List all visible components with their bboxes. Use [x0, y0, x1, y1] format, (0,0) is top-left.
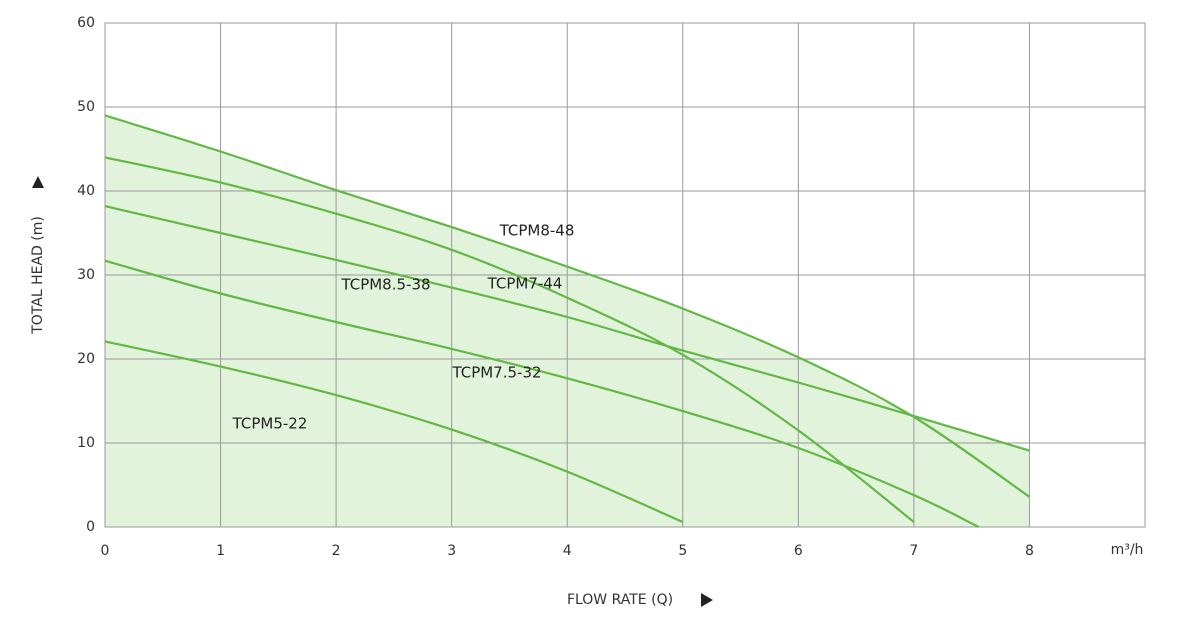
curve-label: TCPM8.5-38 — [340, 276, 430, 294]
x-tick-label: 7 — [909, 543, 918, 559]
x-tick-label: 0 — [101, 543, 110, 559]
curve — [104, 259, 980, 528]
plot-frame — [104, 22, 1146, 528]
y-tick-label: 20 — [77, 351, 95, 367]
x-axis-label: FLOW RATE (Q) — [567, 592, 673, 608]
y-axis-arrow — [32, 176, 44, 188]
y-tick-label: 30 — [77, 267, 95, 283]
y-tick-label: 0 — [86, 519, 95, 535]
y-tick-label: 50 — [77, 99, 95, 115]
y-tick-label: 60 — [77, 15, 95, 31]
curve — [104, 156, 915, 523]
curve-label: TCPM7.5-32 — [451, 364, 541, 382]
grid-layer — [104, 22, 1146, 528]
x-axis-arrow — [701, 593, 713, 607]
curve — [104, 114, 1031, 498]
x-tick-label: 3 — [447, 543, 456, 559]
x-tick-label: 5 — [678, 543, 687, 559]
x-tick-label: 6 — [794, 543, 803, 559]
y-axis-label: TOTAL HEAD (m) — [30, 216, 46, 335]
curve — [104, 340, 684, 524]
x-unit: m³/h — [1111, 542, 1144, 558]
x-tick-label: 2 — [332, 543, 341, 559]
x-tick-label: 1 — [216, 543, 225, 559]
x-tick-label: 4 — [563, 543, 572, 559]
y-tick-label: 40 — [77, 183, 95, 199]
curve — [104, 205, 1030, 452]
curve-label: TCPM5-22 — [232, 415, 308, 433]
line-layer — [104, 114, 1031, 528]
y-tick-label: 10 — [77, 435, 95, 451]
curve-label: TCPM7-44 — [487, 275, 563, 293]
x-tick-label: 8 — [1025, 543, 1034, 559]
curve-label: TCPM8-48 — [499, 222, 575, 240]
